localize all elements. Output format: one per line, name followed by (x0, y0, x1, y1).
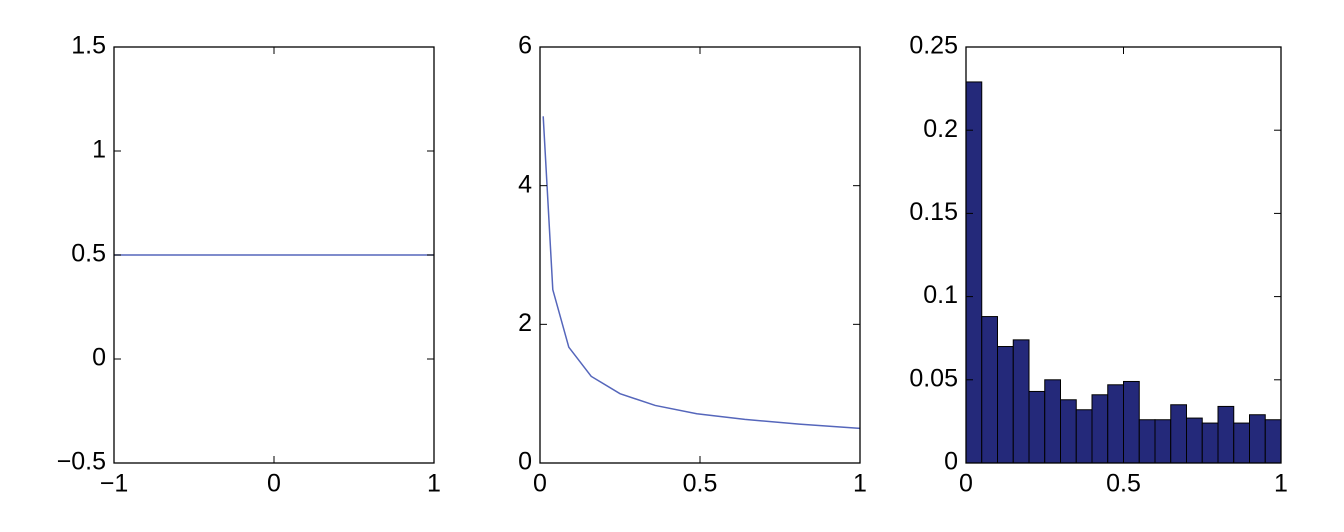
y-tick-label: 1.5 (71, 32, 106, 60)
histogram-bar (981, 316, 998, 464)
histogram-bar (1012, 339, 1030, 464)
y-tick-label: 0 (92, 344, 106, 372)
y-tick-label: 0.5 (71, 240, 106, 268)
plot-frame (965, 46, 1282, 464)
x-tick-label: 0 (267, 470, 281, 498)
histogram-bar (1123, 380, 1140, 464)
y-tick-label: 0 (518, 448, 532, 476)
y-tick-label: 0.25 (909, 32, 958, 60)
histogram-bar (1091, 394, 1109, 464)
y-tick-label: 0.1 (923, 281, 958, 309)
y-tick-label: 0 (944, 448, 958, 476)
y-tick-label: 1 (92, 136, 106, 164)
x-tick-label: 1 (853, 470, 867, 498)
histogram-bar (1107, 384, 1124, 464)
y-tick-label: 0.15 (909, 198, 958, 226)
histogram-bar (997, 346, 1014, 464)
histogram-bar (1154, 419, 1172, 464)
histogram-bar (1044, 379, 1061, 464)
plot-frame (539, 46, 861, 464)
histogram-bar (1138, 419, 1156, 464)
plot-frame (113, 46, 435, 464)
x-tick-label: 1 (1274, 470, 1288, 498)
histogram-bar (1028, 390, 1046, 464)
y-tick-label: 6 (518, 32, 532, 60)
y-tick-label: 2 (518, 309, 532, 337)
histogram-bar (965, 81, 983, 464)
histogram-bar (1264, 419, 1282, 464)
x-tick-label: 0.5 (1106, 470, 1141, 498)
x-tick-label: 0 (959, 470, 973, 498)
histogram-bar (1186, 417, 1203, 464)
y-tick-label: 4 (518, 170, 532, 198)
x-tick-label: 0 (533, 470, 547, 498)
histogram-bar (1233, 422, 1250, 464)
data-line (542, 116, 861, 430)
histogram-bar (1201, 422, 1219, 464)
histogram-bar (1217, 405, 1235, 464)
histogram-bar (1170, 404, 1187, 464)
y-tick-label: −0.5 (57, 448, 106, 476)
x-tick-label: 1 (427, 470, 441, 498)
histogram-bar (1075, 409, 1093, 464)
x-tick-label: −1 (100, 470, 129, 498)
histogram-bar (1249, 414, 1266, 464)
histogram-bar (1060, 399, 1077, 464)
x-tick-label: 0.5 (683, 470, 718, 498)
y-tick-label: 0.05 (909, 364, 958, 392)
y-tick-label: 0.2 (923, 115, 958, 143)
